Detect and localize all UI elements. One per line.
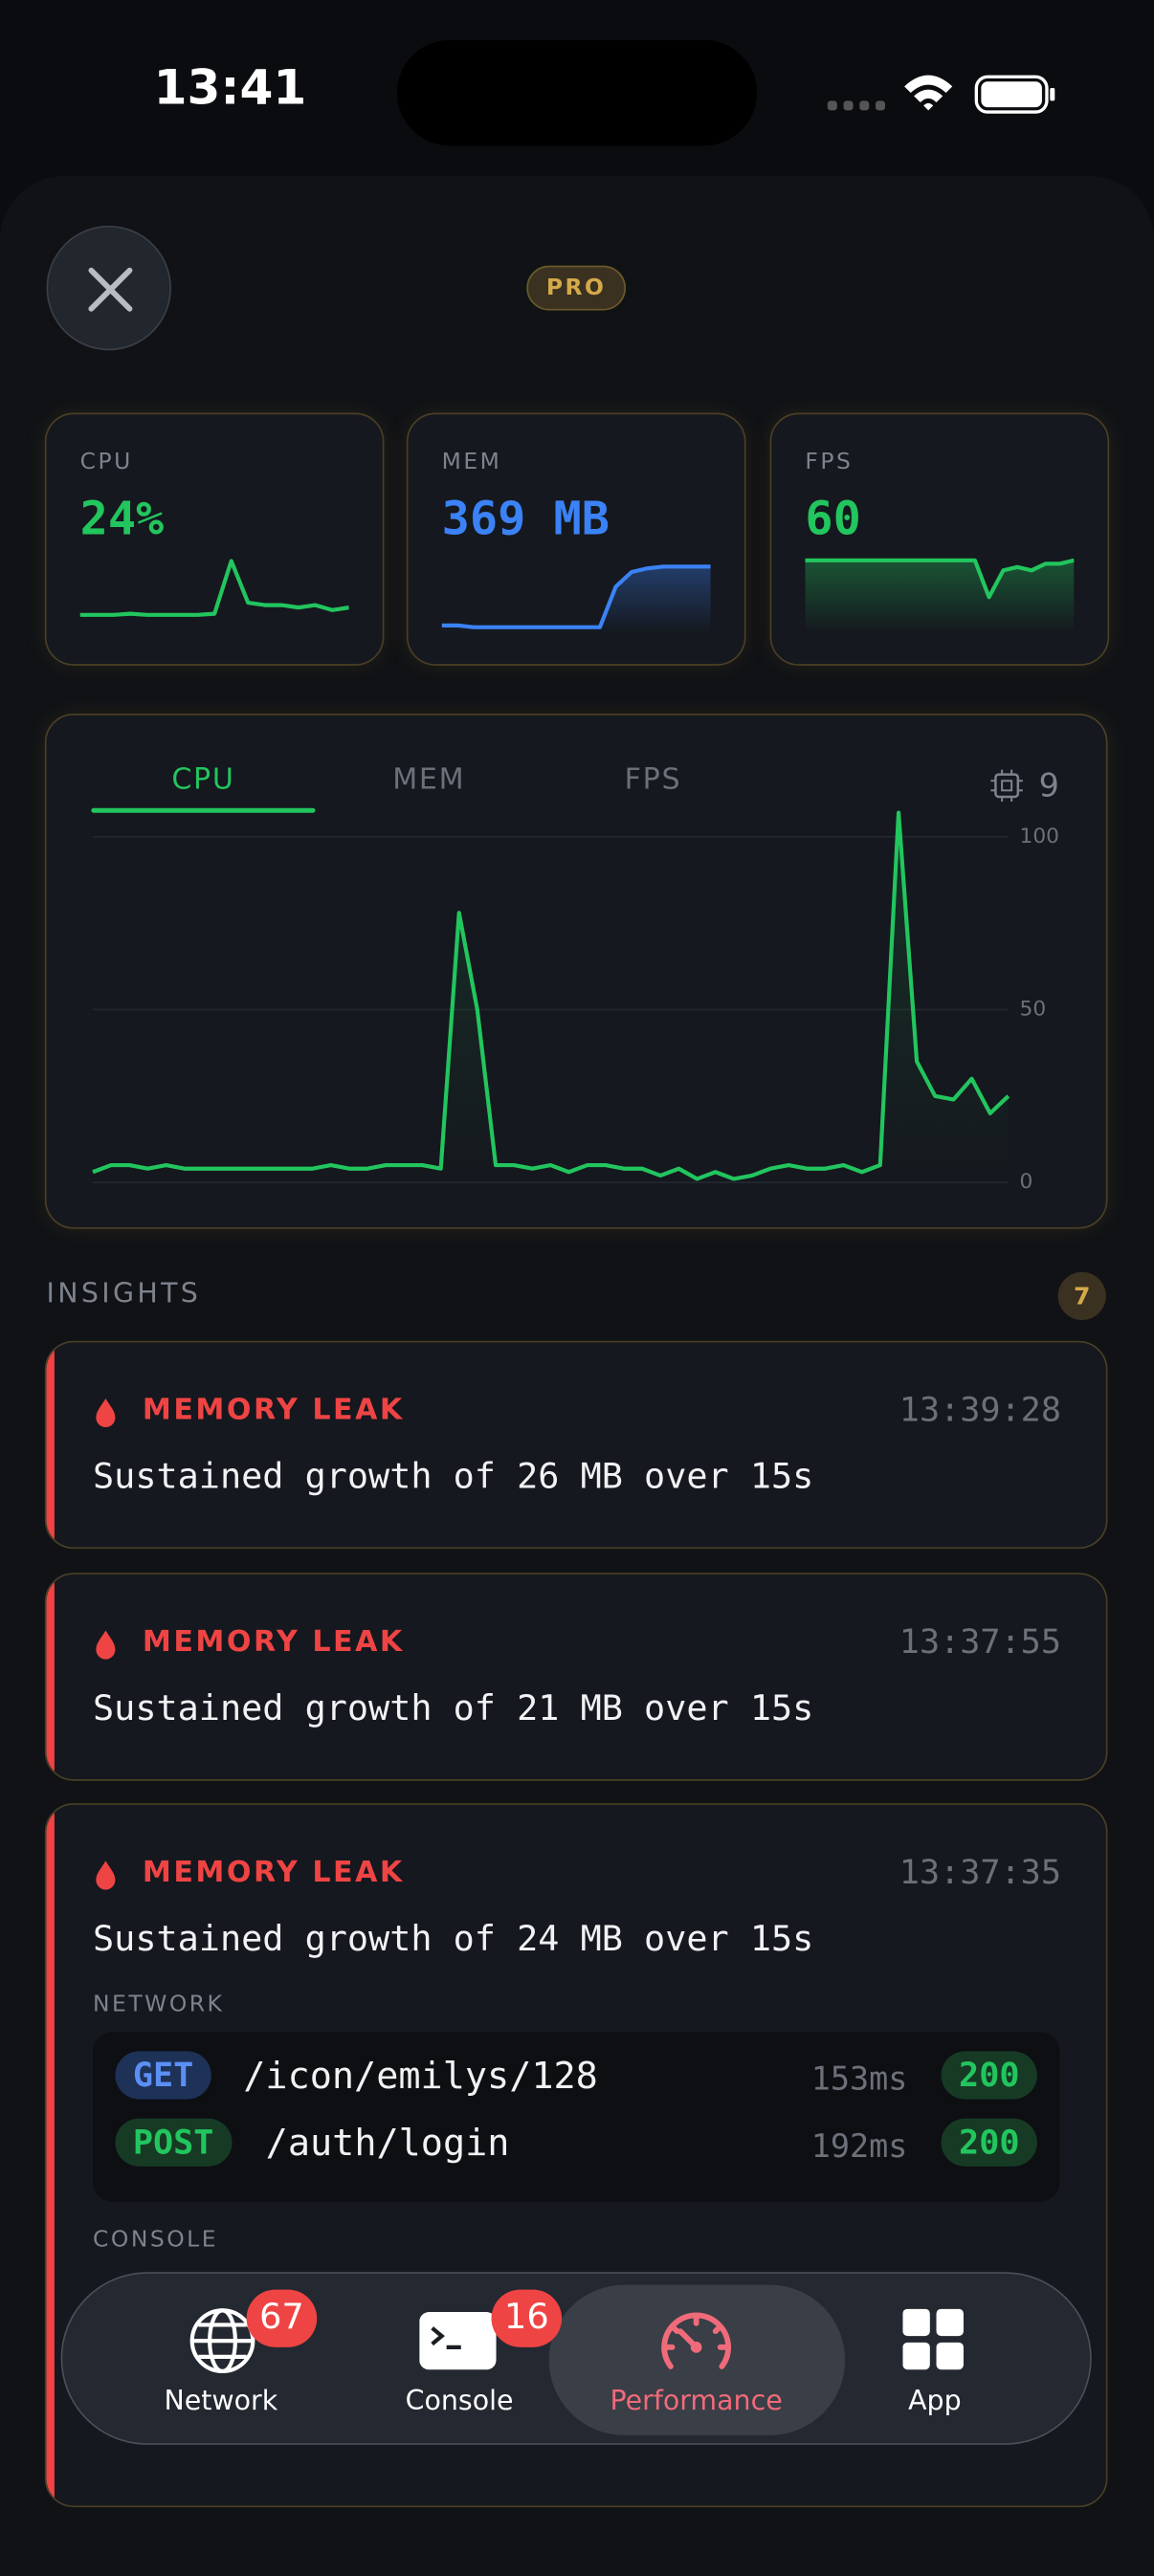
tab-label: Performance — [610, 2385, 783, 2418]
dynamic-island — [396, 39, 758, 146]
sparkline-area — [441, 566, 711, 634]
chart-tab[interactable]: MEM — [392, 763, 465, 797]
chip-core — [1001, 780, 1013, 792]
status-pill: 200 — [941, 2118, 1037, 2167]
insight-card: MEMORY LEAK 13:39:28 Sustained growth of 2… — [44, 1340, 1108, 1550]
tab-highlight — [548, 2284, 846, 2435]
drop — [96, 1860, 116, 1890]
network-box: GET/icon/emilys/128 153ms 200 POST/auth/log… — [93, 2032, 1060, 2202]
tab-bar: 67 Network 16 Console Performance App — [60, 2272, 1092, 2445]
method-pill: GET — [115, 2051, 211, 2100]
pro-badge: PRO — [526, 265, 627, 311]
severity-bar — [46, 1574, 55, 1780]
drop-icon — [96, 1630, 116, 1660]
metric-card: FPS 60 — [769, 412, 1110, 666]
request-duration: 153ms — [810, 2059, 908, 2098]
y-tick-label: 50 — [1020, 997, 1047, 1021]
console-label: CONSOLE — [93, 2227, 219, 2254]
chip-pins — [990, 769, 1023, 803]
drop — [96, 1630, 116, 1660]
sparkline-area — [805, 560, 1075, 634]
request-path: /auth/login — [265, 2123, 510, 2166]
cpu-chart: CPU MEM FPS 9 0 50 100 — [91, 763, 1059, 1194]
insight-card: MEMORY LEAK 13:37:55 Sustained growth of 2… — [44, 1573, 1108, 1781]
y-tick-label: 0 — [1020, 1170, 1033, 1194]
insight-message: Sustained growth of 24 MB over 15s — [93, 1920, 814, 1961]
close-button[interactable] — [46, 225, 171, 351]
core-count: 9 — [1039, 766, 1059, 804]
cpu-line — [92, 810, 1010, 1181]
sparkline — [805, 558, 1075, 634]
chart-tab[interactable]: CPU — [171, 763, 234, 797]
page: 13:41 PRO CPU 24% MEM 369 MB FPS 60 CPU MEM FPS… — [44, 39, 1110, 2508]
tab-label: Console — [405, 2385, 514, 2418]
insight-message: Sustained growth of 26 MB over 15s — [93, 1457, 814, 1498]
tab-badge: 16 — [491, 2289, 563, 2347]
network-label: NETWORK — [93, 1992, 225, 2018]
metric-label: FPS — [805, 450, 854, 475]
metric-label: CPU — [79, 450, 133, 475]
request-path: /icon/emilys/128 — [243, 2056, 598, 2098]
gauge-icon — [661, 2312, 731, 2369]
cpu-chip-icon — [990, 769, 1023, 803]
metric-card: CPU 24% — [44, 412, 385, 666]
insight-message: Sustained growth of 21 MB over 15s — [93, 1689, 814, 1730]
globe-icon — [189, 2308, 255, 2374]
tab-underline — [91, 807, 316, 813]
y-tick-label: 100 — [1020, 825, 1059, 848]
sparkline — [79, 559, 349, 617]
metric-value: 60 — [805, 491, 861, 546]
chart-tab[interactable]: FPS — [625, 763, 682, 797]
severity-bar — [46, 1804, 55, 2506]
insight-time: 13:37:55 — [899, 1622, 1062, 1662]
drop — [96, 1398, 116, 1428]
drop-icon — [96, 1860, 116, 1890]
status-time: 13:41 — [153, 60, 307, 118]
chart-area — [93, 812, 1009, 1183]
metric-value: 369 MB — [441, 491, 610, 546]
tab-label: Network — [164, 2385, 278, 2418]
sparkline-line — [805, 558, 1075, 600]
request-duration: 192ms — [810, 2126, 908, 2166]
insights-count: 7 — [1057, 1271, 1106, 1320]
console-icon — [419, 2312, 497, 2370]
insight-type: MEMORY LEAK — [142, 1393, 405, 1428]
severity-bar — [46, 1342, 55, 1548]
drop-icon — [96, 1398, 116, 1428]
close-icon — [88, 267, 133, 312]
metric-value: 24% — [79, 491, 165, 546]
insight-type: MEMORY LEAK — [142, 1625, 405, 1660]
insight-type: MEMORY LEAK — [142, 1856, 405, 1890]
insights-title: INSIGHTS — [46, 1278, 202, 1310]
method-pill: POST — [115, 2118, 232, 2167]
sparkline — [441, 564, 711, 634]
grid-icon — [902, 2308, 964, 2370]
insight-time: 13:39:28 — [899, 1390, 1062, 1429]
insight-time: 13:37:35 — [899, 1852, 1062, 1892]
sparkline-line — [79, 559, 349, 617]
sparkline-line — [441, 564, 711, 629]
tab-label: App — [908, 2385, 962, 2418]
status-icons — [827, 75, 1055, 114]
status-pill: 200 — [941, 2051, 1037, 2100]
screen: 13:41 PRO CPU 24% MEM 369 MB FPS 60 CPU MEM FPS… — [44, 39, 1110, 2508]
metric-card: MEM 369 MB — [406, 412, 746, 666]
chip — [994, 773, 1020, 799]
tab-badge: 67 — [246, 2289, 318, 2347]
metric-label: MEM — [441, 450, 502, 475]
